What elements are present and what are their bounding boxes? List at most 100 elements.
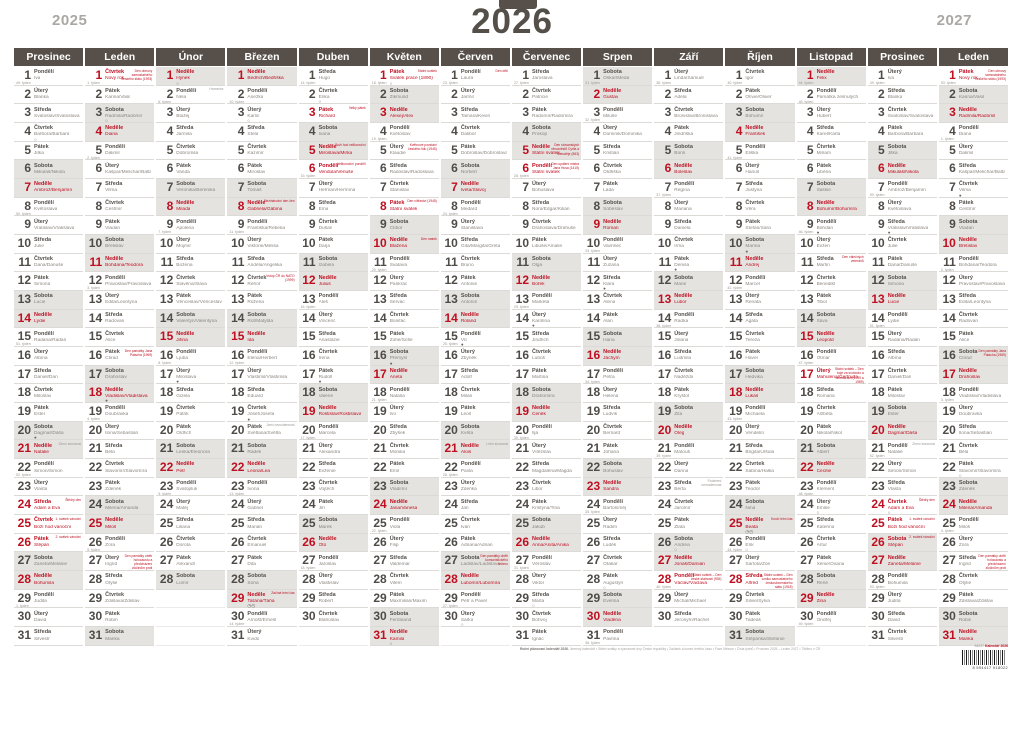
day-cell: 11 Pondělí Svatava 20. týden [369,253,439,273]
week-number: 10. týden [229,99,245,104]
week-number: 7. týden [158,230,172,235]
day-number: 17 [871,366,885,381]
day-cell: 11 Pondělí Bohdana/Teodora 2. týden [938,253,1008,273]
nameday-label: Jeroným/Ráchel [674,617,709,623]
weekday-label: Sobota [603,330,622,337]
day-cell: 26 Sobota Štěpán 2. svátek vánoční [867,533,937,553]
day-cell: 23 Pondělí Svatopluk 9. týden [156,477,226,497]
nameday-label: Judita [887,599,901,605]
day-number: 3 [522,105,529,120]
day-number: 5 [308,142,316,157]
weekday-label: Úterý [887,69,902,76]
day-cell: 23 Středa Berta Podzimní rovnodennost [654,477,724,497]
day-cell: 9 Úterý Vratislav/Vratislava [14,216,84,236]
nameday-label: Vratislav/Vratislava [887,225,929,231]
nameday-label: Radovan [105,319,125,325]
nameday-label: Benedikt [816,281,836,287]
weekday-label: Pondělí [105,405,126,412]
weekday-label: Sobota [247,311,267,318]
day-number: 21 [231,441,245,456]
day-cell: 7 Čtvrtek Vilma ● [938,179,1008,198]
day-number: 6 [522,161,529,176]
nameday-label: Bohdana/Teodora [105,263,144,269]
day-cell: 14 Pondělí Radka 38. týden [654,309,724,329]
weekday-label: Neděle [176,330,195,337]
nameday-label: Otýlie [105,580,118,586]
weekday-label: Pátek [816,162,832,169]
nameday-label: Erik [745,543,754,549]
weekday-label: Neděle [745,255,764,262]
week-number: 11. týden [229,230,244,235]
weekday-label: Úterý [603,386,618,393]
nameday-label: Milena/Amanda [105,505,139,511]
day-number: 11 [89,254,103,269]
empty-cell [298,627,368,646]
day-cell: 12 Středa Klára ● [583,272,653,292]
weekday-label: Úterý [958,143,973,150]
holiday-note: 1. svátek vánoční [909,516,935,521]
weekday-label: Pondělí [532,423,552,430]
day-number: 13 [515,292,529,307]
day-cell: 22 Úterý Šimon/Simon [867,459,937,478]
day-cell: 26 Čtvrtek Emanuel [227,533,297,553]
week-number: 42. týden [727,286,743,291]
weekday-label: Úterý [887,461,902,468]
month-header: Leden [938,48,1008,66]
barcode-number: 8 594417 918022 [972,666,1008,670]
nameday-label: Sandra [603,487,619,493]
product-code-number: 84237 [974,644,985,648]
day-cell: 6 Úterý Hanuš [725,160,795,180]
weekday-label: Středa [318,592,336,598]
day-number: 2 [949,86,956,101]
day-number: 2 [806,86,814,101]
month-column-srpen-8: Srpen 1 Sobota Oskar/Meda 31. týden 2 Neděle Gu… [583,48,653,646]
weekday-label: Neděle [603,349,622,356]
day-cell: 29 Středa Marta ○ [512,589,582,609]
day-cell: 13 Pondělí Markéta 29. týden [512,291,582,310]
nameday-label: Bohumila [34,580,54,586]
weekday-label: Sobota [958,349,978,356]
day-cell: 7 Středa Vilma [85,179,155,198]
holiday-note: Začíná letní čas [271,591,295,596]
nameday-label: Žaneta/Melánie [34,561,68,567]
nameday-label: Ingrid [105,561,118,567]
nameday-label: Blanka [887,95,903,101]
weekday-label: Středa [674,218,692,225]
day-cell: 12 Úterý Pankrác [369,272,439,292]
weekday-label: Neděle [176,461,195,468]
day-cell: 1 Neděle Felix 44. týden [796,67,866,86]
nameday-label: Blažena [389,244,408,250]
weekday-label: Středa [958,423,976,430]
day-cell: 15 Neděle Ida [227,328,297,348]
day-number: 28 [373,572,387,587]
day-number: 20 [231,422,245,437]
day-number: 1 [735,68,743,82]
day-number: 15 [444,329,458,344]
day-cell: 25 Pátek Zlata [654,515,724,534]
nameday-label: Adriana/Adrian [460,543,493,549]
nameday-label: Ambrož/Benjamín [34,188,73,194]
nameday-label: Milena/Amanda [958,505,993,511]
weekday-label: Sobota [105,498,124,505]
day-number: 31 [871,628,885,643]
nameday-label: Matěj [176,505,189,511]
day-number: 24 [942,497,956,512]
weekday-label: Čtvrtek [532,218,551,225]
nameday-label: Dobroslav/Dobroslava [460,151,507,157]
day-cell: 21 Neděle Alois Letní slunovrat [440,440,510,460]
nameday-label: Renáta [745,300,761,306]
weekday-label: Úterý [745,423,760,430]
month-header: Prosinec [14,48,84,66]
day-number: 1 [878,68,885,82]
weekday-label: Úterý [389,143,404,150]
weekday-label: Úterý [34,349,49,356]
day-cell: 2 Úterý Jarmil [440,85,510,105]
nameday-label: Marcel [745,281,760,287]
weekday-label: Neděle [34,181,53,188]
weekday-label: Pátek [816,554,832,561]
weekday-label: Pátek [958,592,974,598]
day-number: 3 [664,105,672,120]
weekday-label: Úterý [674,330,689,337]
day-number: 25 [17,516,31,531]
nameday-label: Liliana [176,524,191,530]
